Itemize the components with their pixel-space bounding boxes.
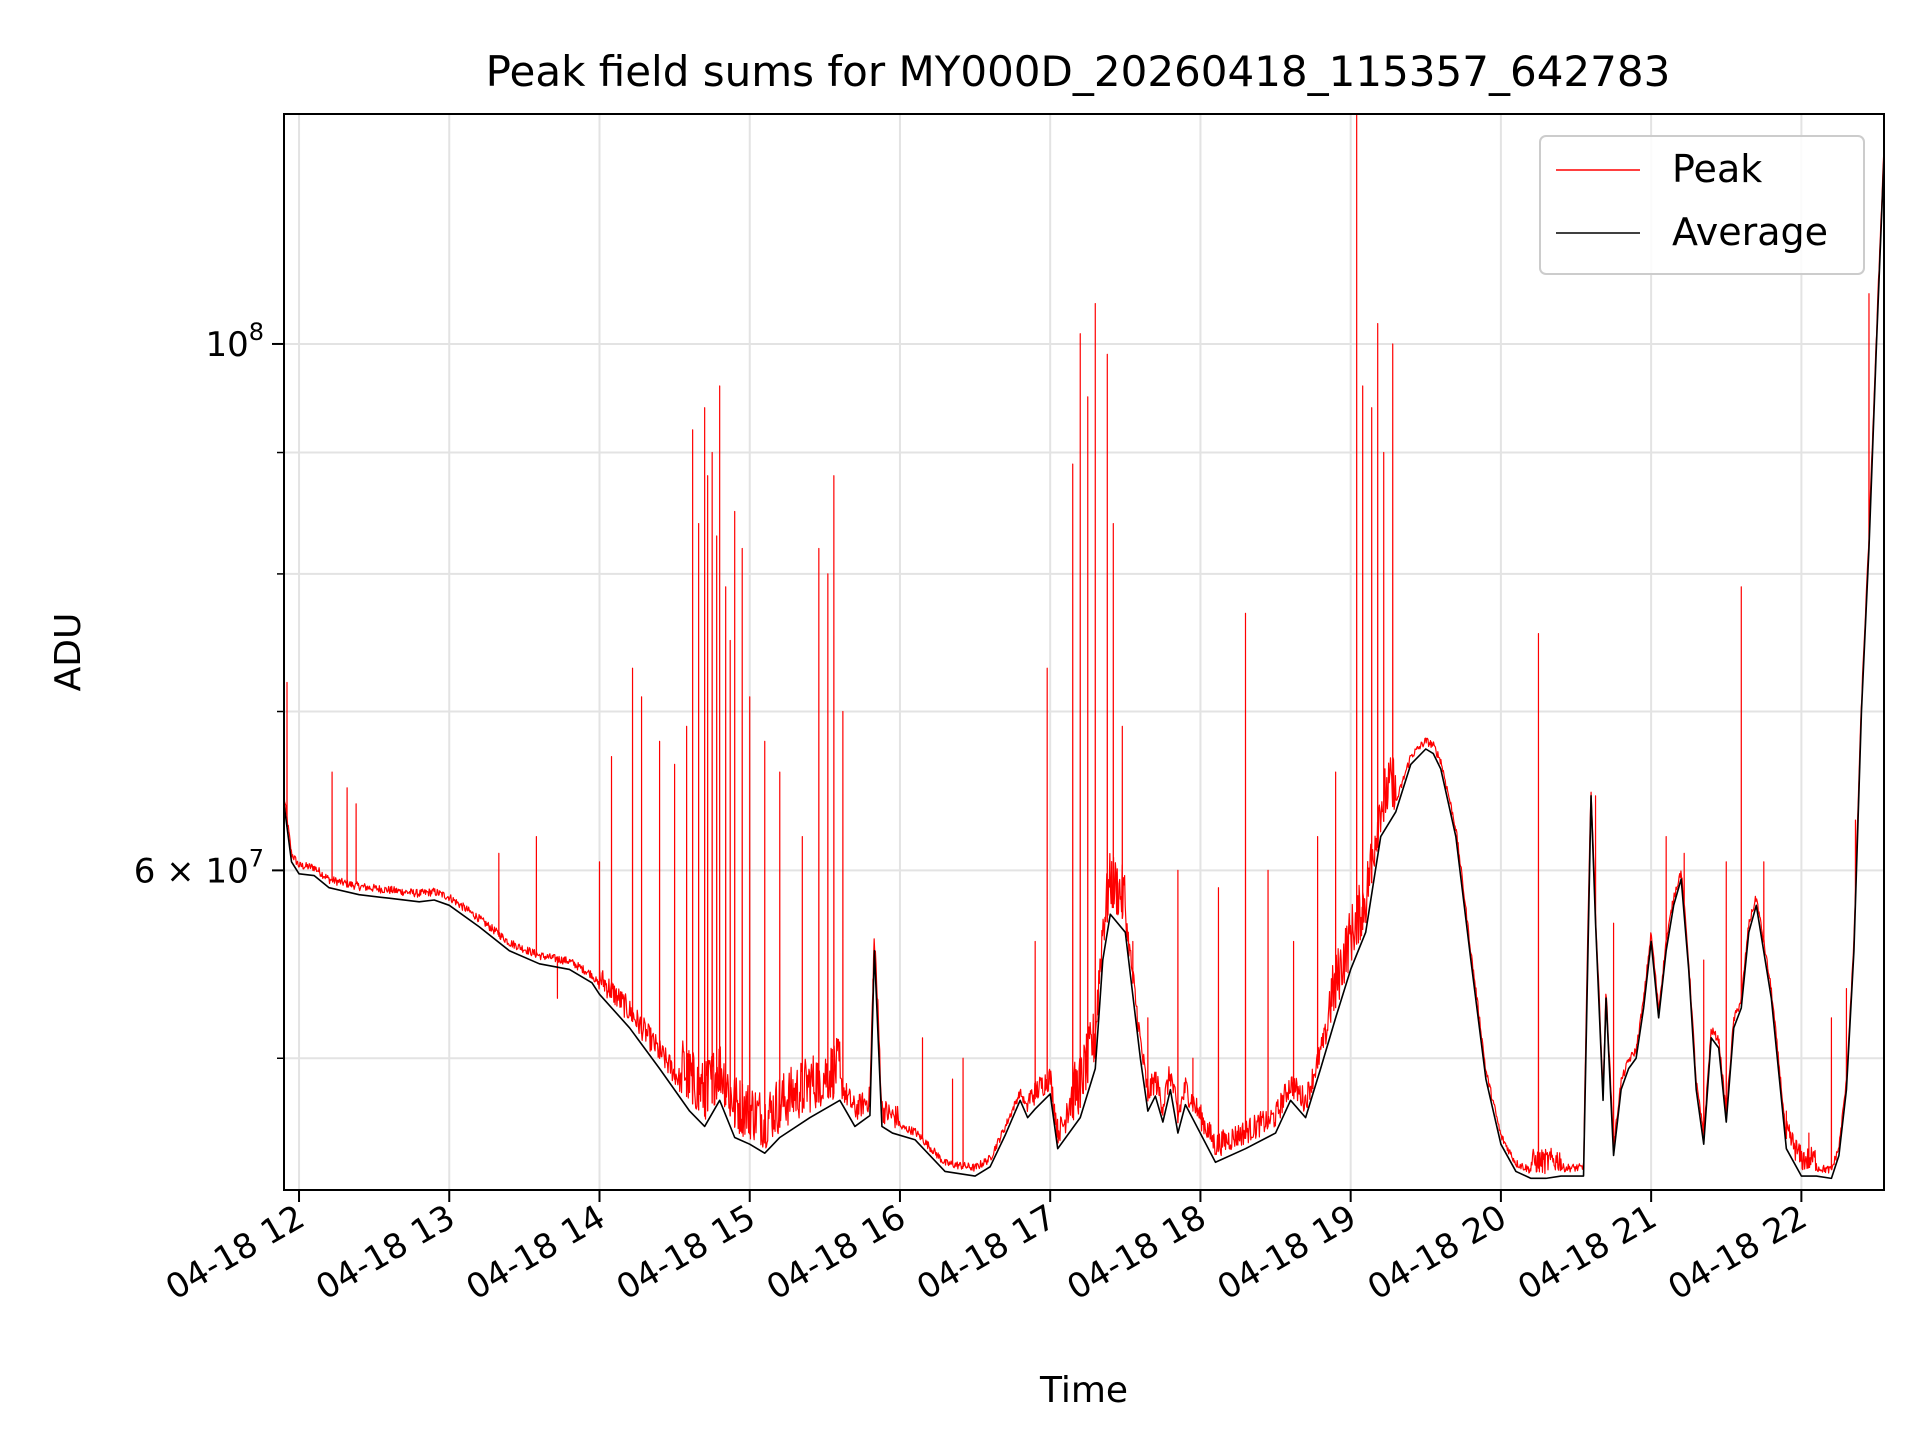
y-tick-label-base: 10	[205, 325, 248, 365]
series-peak-line	[284, 114, 1884, 1175]
y-tick-label-base: 6 × 10	[134, 851, 249, 891]
y-tick-label: 6 × 107	[134, 844, 264, 891]
y-axis-label: ADU	[48, 613, 89, 692]
plot-frame	[283, 113, 1885, 1191]
legend-peak-label: Peak	[1672, 147, 1762, 191]
series-average-line	[284, 156, 1884, 1180]
y-tick-label: 108	[205, 318, 264, 365]
legend-average-label: Average	[1672, 210, 1828, 254]
y-tick-label-exponent: 8	[249, 318, 264, 346]
series-layer	[284, 114, 1884, 1180]
legend: Peak Average	[1539, 135, 1865, 275]
chart-title: Peak field sums for MY000D_20260418_1153…	[486, 47, 1671, 96]
y-tick-label-exponent: 7	[249, 844, 264, 872]
x-axis-label: Time	[1039, 1370, 1128, 1411]
